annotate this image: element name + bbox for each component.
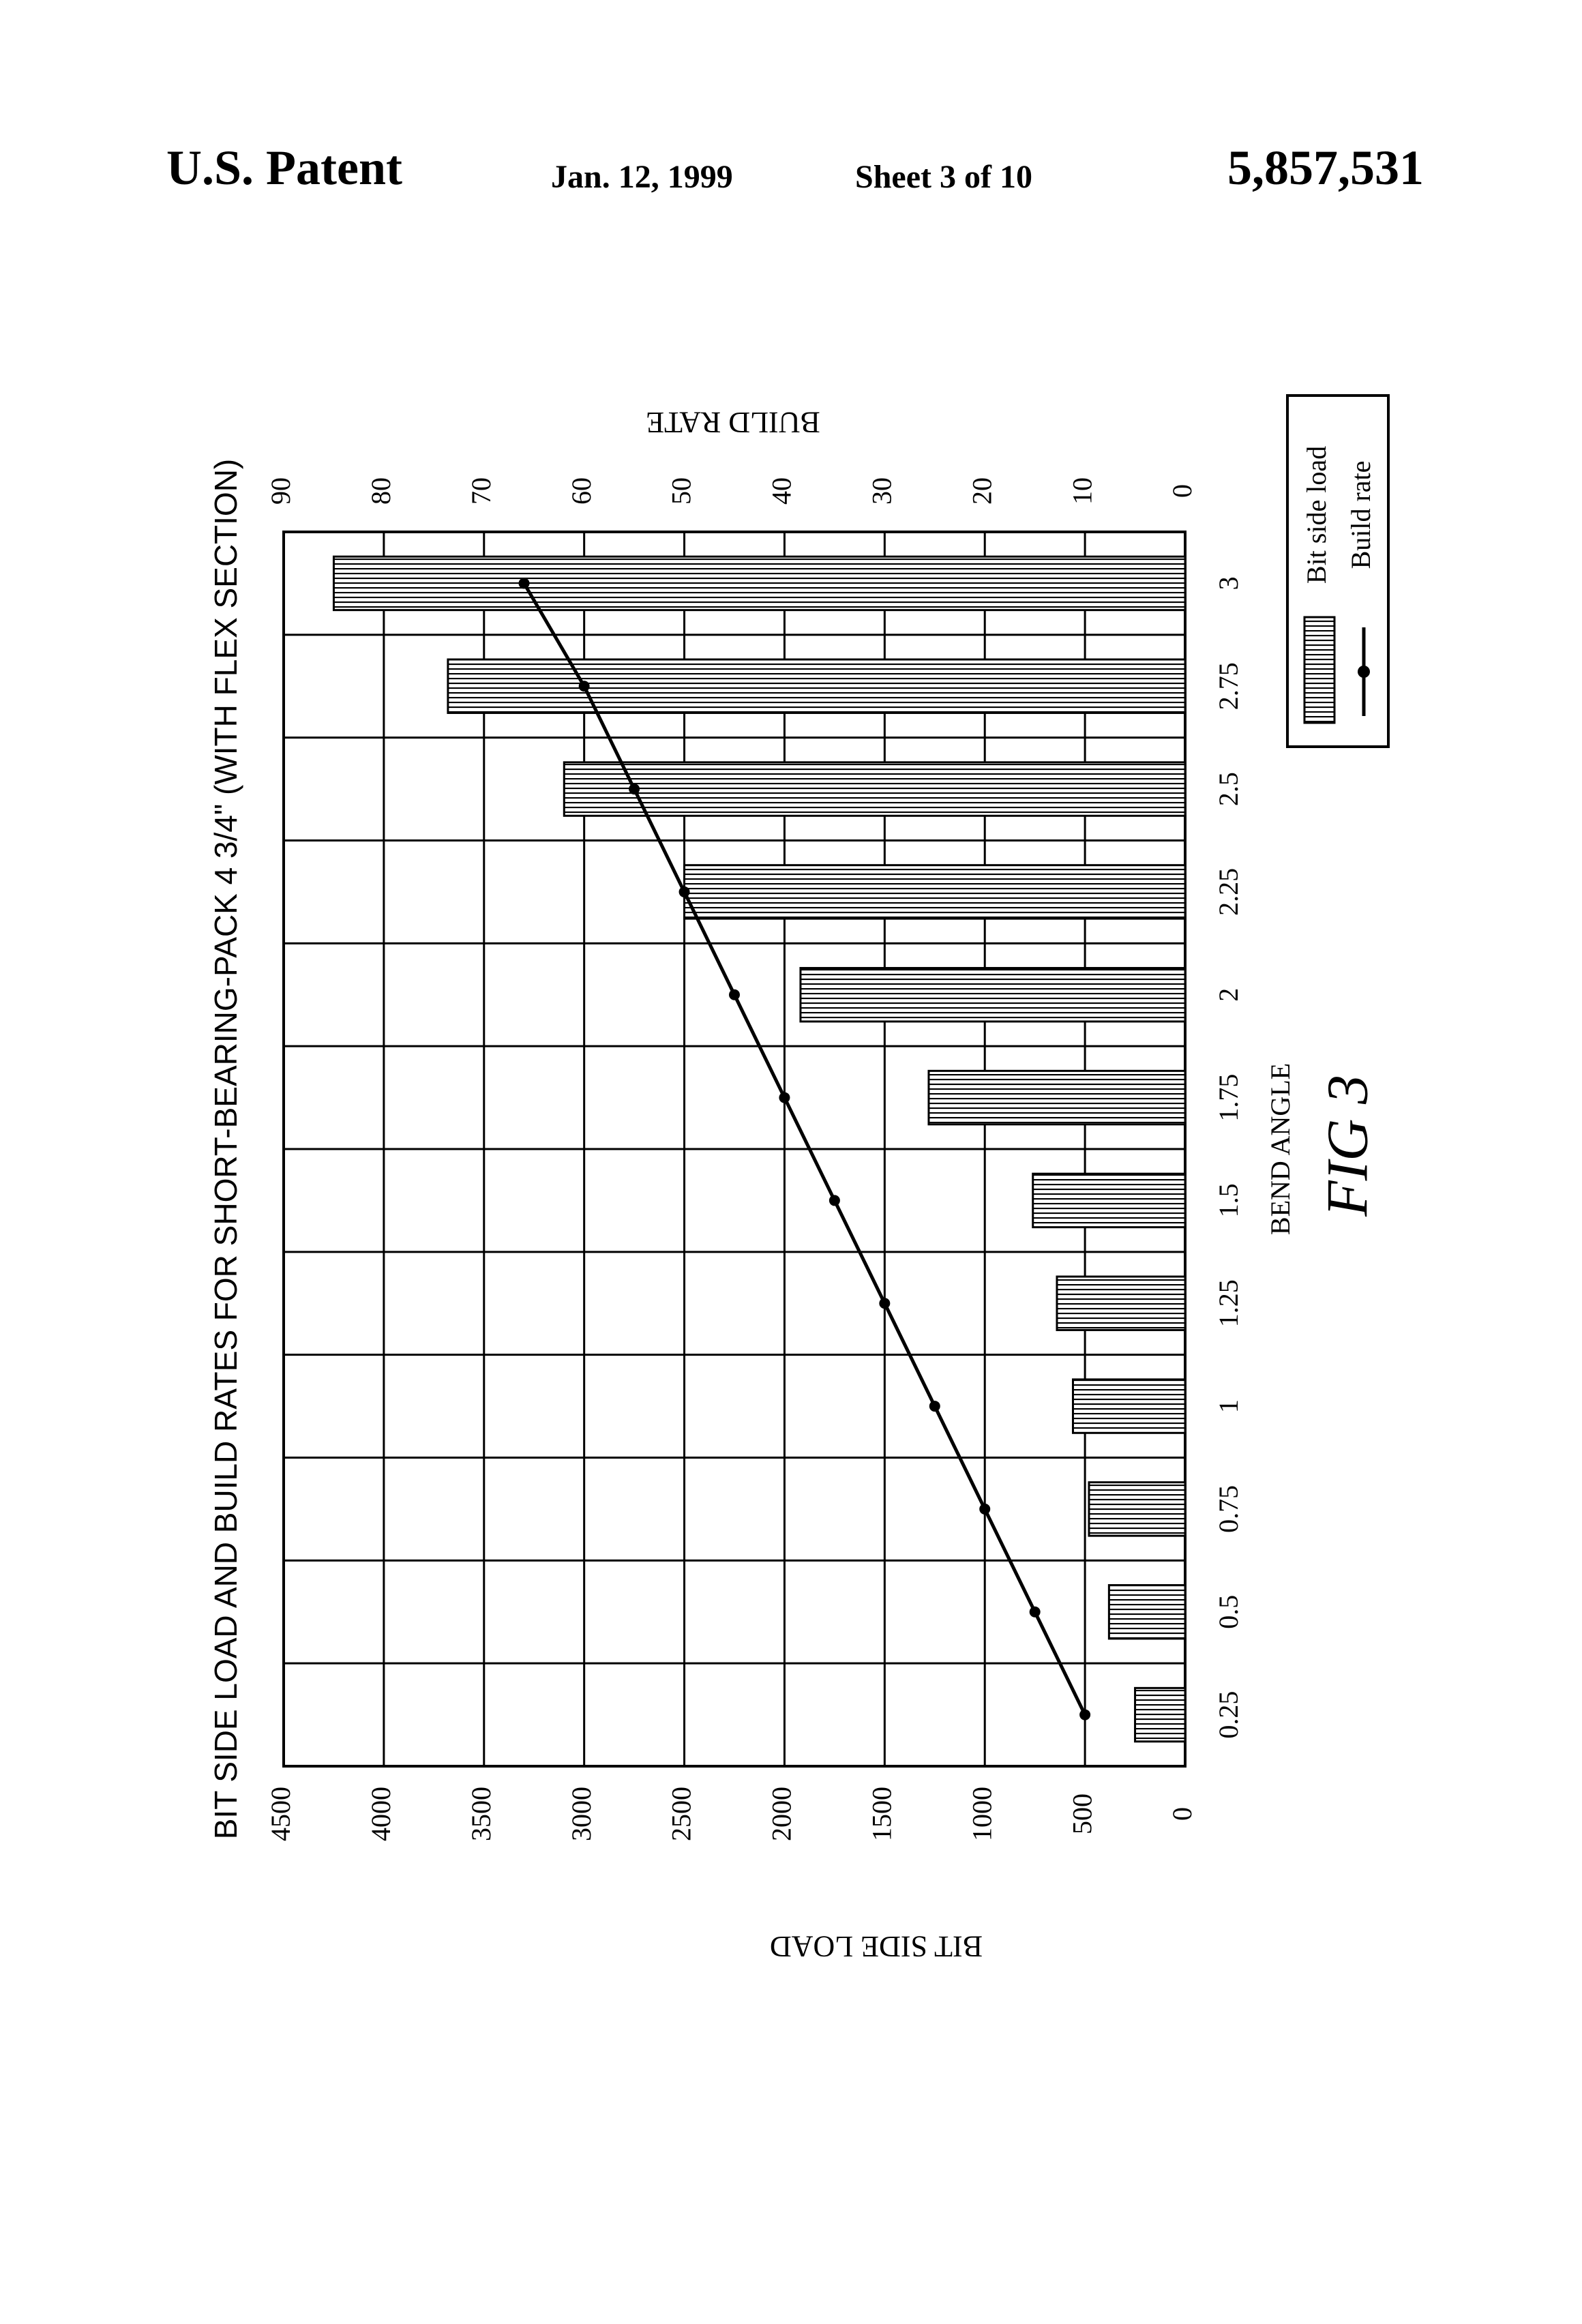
patent-header-number: 5,857,531 [1227, 140, 1424, 195]
y-tick-label: 1500 [867, 1787, 897, 1841]
bar-bit-side-load [1032, 1172, 1186, 1229]
bar-bit-side-load [1056, 1275, 1186, 1331]
x-tick-label: 3 [1213, 576, 1244, 590]
bar-bit-side-load [683, 864, 1186, 920]
x-tick-label: 0.25 [1213, 1691, 1244, 1739]
y-tick-label: 500 [1066, 1793, 1097, 1834]
patent-header-sheet: Sheet 3 of 10 [855, 159, 1032, 195]
figure-label: FIG 3 [1315, 1075, 1380, 1217]
bar-bit-side-load [1107, 1584, 1186, 1640]
y-tick-label: 3500 [466, 1787, 496, 1841]
chart-plot-group: 4500 4000 3500 3000 2500 2000 1500 1000 500 090 80… [208, 394, 1390, 1963]
y-tick-label: 2500 [666, 1787, 697, 1841]
point-build-rate [779, 1092, 790, 1103]
y2-tick-label: 20 [966, 477, 997, 505]
y2-tick-label: 80 [365, 477, 396, 505]
point-build-rate [879, 1298, 891, 1309]
legend-label-bit-side-load: Bit side load [1301, 446, 1332, 584]
bar-bit-side-load [799, 967, 1186, 1023]
y2-tick-label: 90 [265, 477, 296, 505]
y2-tick-label: 10 [1066, 477, 1097, 505]
legend-swatch-bit-side-load [1303, 616, 1336, 724]
x-tick-label: 0.75 [1213, 1485, 1244, 1533]
y2-tick-label: 30 [867, 477, 897, 505]
point-build-rate [1079, 1709, 1091, 1720]
bar-bit-side-load [927, 1069, 1186, 1126]
y-axis-title: BIT SIDE LOAD [770, 1930, 983, 1963]
plot-frame [282, 531, 1186, 1768]
x-axis-title: BEND ANGLE [1265, 1063, 1296, 1235]
y-tick-label: 4000 [365, 1787, 396, 1841]
patent-header-date: Jan. 12, 1999 [551, 159, 733, 195]
x-tick-label: 0.5 [1213, 1595, 1244, 1629]
point-build-rate [729, 989, 740, 1000]
y-tick-label: 4500 [265, 1787, 296, 1841]
y-tick-label: 0 [1167, 1807, 1197, 1821]
y-tick-label: 1000 [966, 1787, 997, 1841]
x-tick-label: 2.5 [1213, 772, 1244, 806]
point-build-rate [929, 1401, 940, 1412]
bar-bit-side-load [447, 658, 1186, 714]
y2-tick-label: 40 [766, 477, 797, 505]
y2-tick-label: 50 [666, 477, 697, 505]
point-build-rate [578, 681, 590, 692]
x-tick-label: 2 [1213, 988, 1244, 1002]
point-build-rate [678, 886, 690, 897]
point-build-rate [629, 784, 640, 795]
legend-swatch-build-rate-point [1358, 666, 1370, 678]
chart-title: BIT SIDE LOAD AND BUILD RATES FOR SHORT-… [208, 459, 243, 1840]
point-build-rate [979, 1503, 991, 1515]
patent-header-title: U.S. Patent [166, 140, 402, 195]
point-build-rate [518, 578, 530, 589]
x-tick-label: 1.75 [1213, 1074, 1244, 1122]
bar-bit-side-load [332, 555, 1186, 612]
bar-bit-side-load [1088, 1481, 1186, 1537]
legend-label-build-rate: Build rate [1345, 461, 1376, 569]
y2-tick-label: 60 [566, 477, 597, 505]
y-tick-label: 3000 [566, 1787, 597, 1841]
y2-tick-label: 0 [1167, 484, 1197, 498]
x-tick-label: 2.75 [1213, 662, 1244, 710]
bar-bit-side-load [1134, 1686, 1186, 1743]
y2-axis-title: BUILD RATE [646, 406, 820, 439]
point-build-rate [829, 1195, 840, 1206]
bar-bit-side-load [563, 761, 1186, 817]
line-build-rate [522, 582, 1087, 1716]
x-tick-label: 1 [1213, 1399, 1244, 1413]
y2-tick-label: 70 [466, 477, 496, 505]
bar-bit-side-load [1071, 1378, 1186, 1434]
x-tick-label: 2.25 [1213, 868, 1244, 916]
x-tick-label: 1.25 [1213, 1279, 1244, 1327]
point-build-rate [1029, 1606, 1041, 1618]
y-tick-label: 2000 [766, 1787, 797, 1841]
x-tick-label: 1.5 [1213, 1183, 1244, 1217]
